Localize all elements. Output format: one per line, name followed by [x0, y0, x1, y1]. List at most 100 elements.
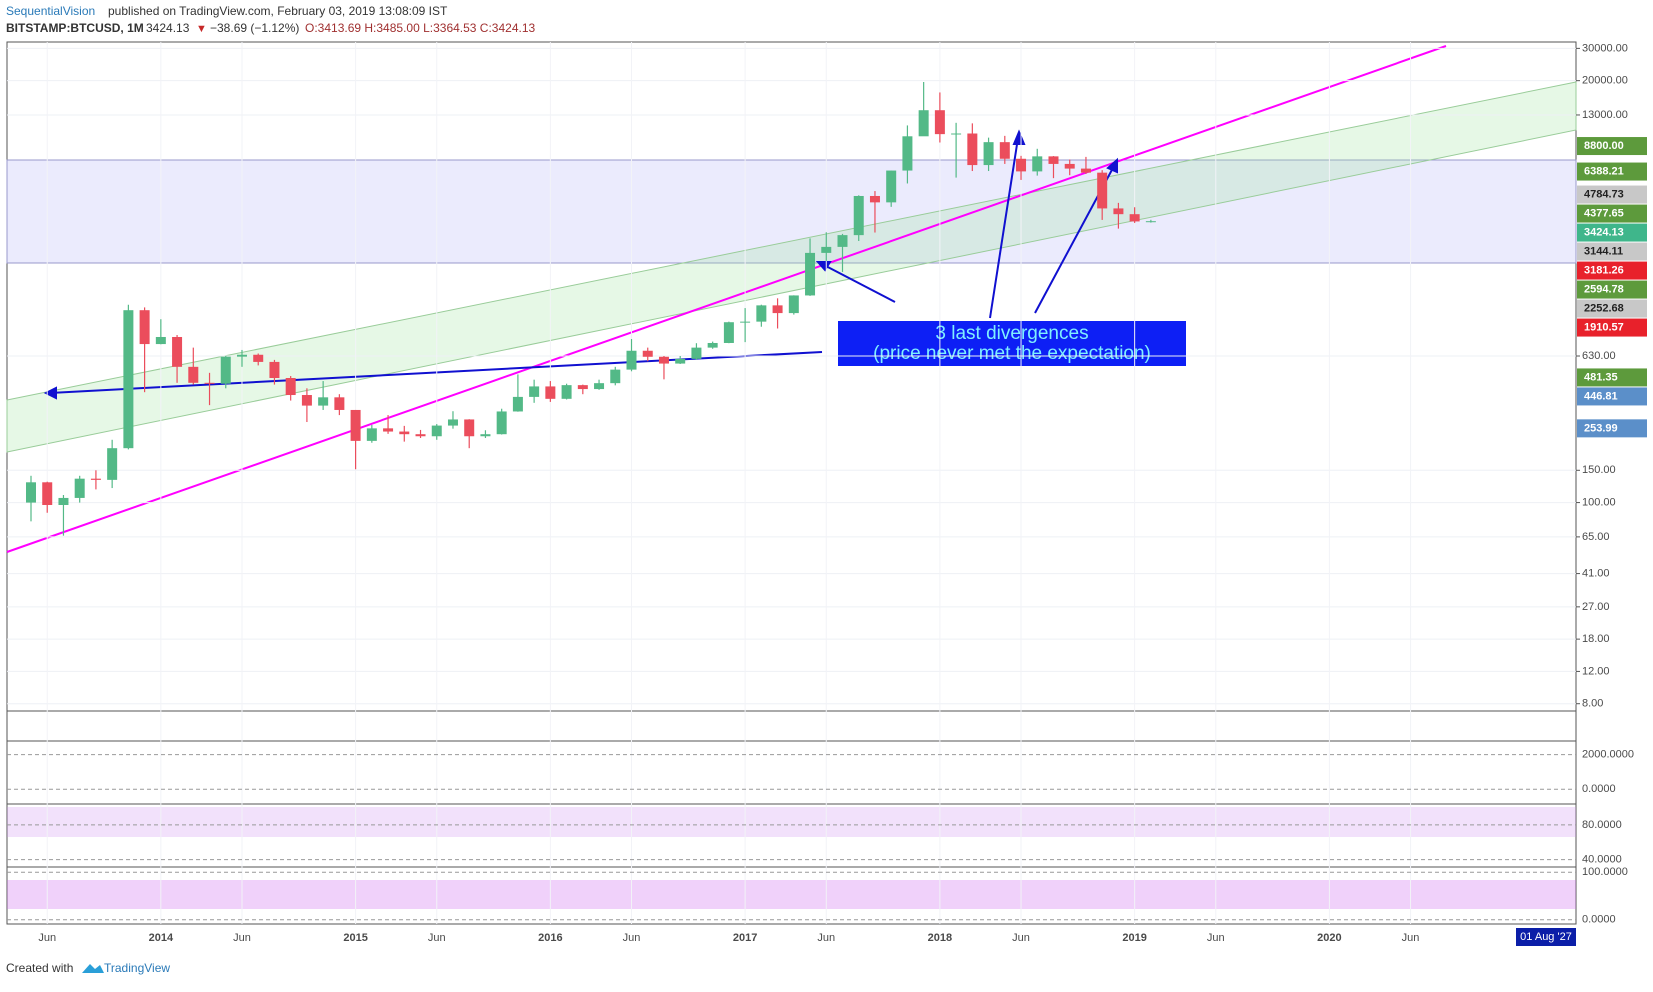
candle-body	[918, 110, 929, 137]
price-badge	[1577, 318, 1647, 337]
price-badge-label: 481.35	[1584, 371, 1618, 383]
y-tick-label: 630.00	[1582, 350, 1616, 362]
price-badge	[1577, 419, 1647, 438]
x-tick-label: Jun	[428, 932, 446, 944]
candle-body	[788, 295, 799, 314]
candle-body	[561, 385, 572, 399]
x-tick-label: 2019	[1122, 932, 1146, 944]
candle-body	[447, 419, 458, 426]
candle-body	[301, 395, 312, 406]
candle-body	[1032, 156, 1043, 172]
price-badge	[1577, 387, 1647, 406]
candle-body	[512, 396, 523, 412]
price-badge	[1577, 223, 1647, 242]
candle-body	[236, 354, 247, 357]
price-badge-label: 446.81	[1584, 390, 1618, 402]
candle-body	[967, 133, 978, 166]
price-badge-label: 4377.65	[1584, 207, 1624, 219]
brand-logo	[82, 964, 104, 973]
candle-body	[318, 397, 329, 406]
candle-body	[529, 386, 540, 397]
candle-body	[334, 397, 345, 410]
candle-body	[707, 342, 718, 348]
trend-line	[6, 45, 1447, 553]
candle-body	[805, 252, 816, 296]
price-badge-label: 2594.78	[1584, 283, 1624, 295]
y-tick-label: 12.00	[1582, 665, 1610, 677]
candle-body	[74, 478, 85, 498]
y-tick-label: 41.00	[1582, 567, 1610, 579]
pane-tick-label: 0.0000	[1582, 783, 1616, 795]
y-tick-label: 13000.00	[1582, 109, 1628, 121]
price-badge	[1577, 261, 1647, 280]
candle-body	[480, 434, 491, 437]
candle-body	[772, 305, 783, 314]
x-tick-label: 2015	[343, 932, 367, 944]
candle-body	[821, 246, 832, 253]
candle-body	[366, 428, 377, 441]
x-tick-label: 2020	[1317, 932, 1341, 944]
candle-body	[415, 434, 426, 437]
candle-body	[431, 425, 442, 437]
cursor-label: 01 Aug '27	[1520, 931, 1572, 943]
price-badge-label: 253.99	[1584, 422, 1618, 434]
candle-body	[269, 361, 280, 378]
y-tick-label: 150.00	[1582, 464, 1616, 476]
x-tick-label: Jun	[817, 932, 835, 944]
annotation-text: 3 last divergences	[935, 323, 1088, 344]
trend-channel	[6, 81, 1577, 453]
candle-body	[1113, 208, 1124, 215]
candle-body	[983, 142, 994, 166]
annotation-box	[838, 321, 1186, 366]
x-tick-label: 2016	[538, 932, 562, 944]
candle-body	[658, 356, 669, 364]
candle-body	[1080, 168, 1091, 173]
candle-body	[204, 382, 215, 384]
symbol: BITSTAMP:BTCUSD, 1M	[6, 21, 144, 35]
price-badge	[1577, 185, 1647, 204]
price-badge	[1577, 368, 1647, 387]
footer-created: Created with	[6, 961, 73, 975]
author[interactable]: SequentialVision	[6, 4, 95, 18]
candle-body	[172, 336, 183, 367]
rsi-band	[7, 807, 1576, 837]
price-badge	[1577, 137, 1647, 156]
ohlc: O:3413.69 H:3485.00 L:3364.53 C:3424.13	[305, 21, 536, 35]
y-tick-label: 18.00	[1582, 633, 1610, 645]
y-tick-label: 30000.00	[1582, 42, 1628, 54]
change: −38.69 (−1.12%)	[210, 21, 299, 35]
footer-brand[interactable]: TradingView	[104, 961, 170, 975]
candle-body	[675, 358, 686, 364]
candle-body	[123, 310, 134, 449]
stoch-band	[7, 880, 1576, 909]
price-badge-label: 4784.73	[1584, 188, 1624, 200]
change-arrow: ▼	[196, 23, 207, 35]
candle-body	[545, 386, 556, 399]
candle-body	[577, 385, 588, 390]
annotation-text: (price never met the expectation)	[873, 343, 1151, 364]
candle-body	[594, 383, 605, 390]
price-badge	[1577, 299, 1647, 318]
candle-body	[107, 448, 118, 480]
price-badge-label: 6388.21	[1584, 165, 1624, 177]
candle-body	[1097, 172, 1108, 209]
x-tick-label: Jun	[233, 932, 251, 944]
candle-body	[42, 482, 53, 506]
y-tick-label: 27.00	[1582, 601, 1610, 613]
published: published on TradingView.com, February 0…	[108, 4, 448, 18]
price-badge	[1577, 162, 1647, 181]
candle-body	[869, 195, 880, 203]
candle-body	[853, 195, 864, 236]
price-badge-label: 8800.00	[1584, 140, 1624, 152]
price-badge-label: 3181.26	[1584, 264, 1624, 276]
candle-body	[155, 336, 166, 345]
x-tick-label: Jun	[1012, 932, 1030, 944]
x-tick-label: Jun	[38, 932, 56, 944]
candle-body	[90, 478, 101, 480]
pane-tick-label: 2000.0000	[1582, 749, 1634, 761]
last-price: 3424.13	[146, 21, 190, 35]
candle-body	[740, 321, 751, 323]
candle-body	[383, 428, 394, 432]
y-tick-label: 100.00	[1582, 496, 1616, 508]
